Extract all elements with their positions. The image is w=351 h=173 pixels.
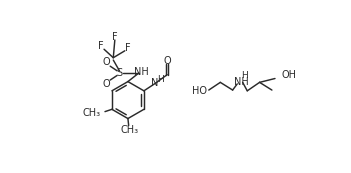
Text: N: N [151, 78, 159, 88]
Text: H: H [241, 71, 248, 80]
Text: F: F [98, 41, 104, 51]
Text: H: H [157, 75, 164, 84]
Text: O: O [163, 56, 171, 66]
Text: O: O [102, 79, 110, 89]
Text: OH: OH [281, 70, 296, 80]
Text: NH: NH [134, 67, 148, 77]
Text: O: O [102, 57, 110, 67]
Text: F: F [112, 32, 118, 42]
Text: NH: NH [234, 77, 249, 87]
Text: HO: HO [192, 86, 207, 96]
Text: S: S [117, 68, 122, 78]
Text: CH₃: CH₃ [120, 125, 139, 135]
Text: F: F [125, 43, 131, 53]
Text: CH₃: CH₃ [82, 108, 100, 118]
